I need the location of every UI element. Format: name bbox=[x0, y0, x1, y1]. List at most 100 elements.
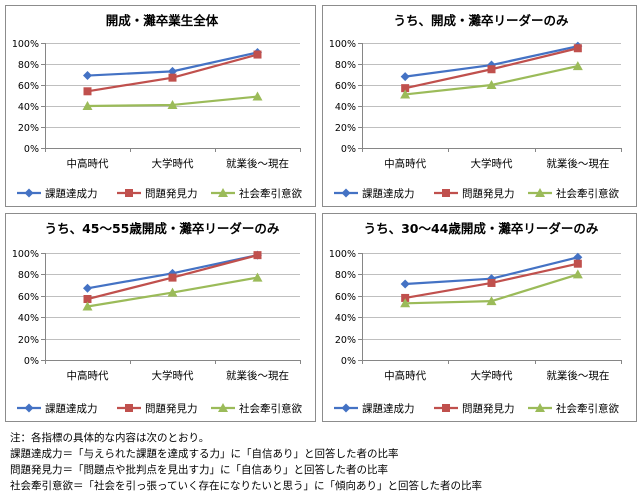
data-point bbox=[486, 80, 497, 89]
legend-marker bbox=[535, 188, 545, 197]
chart-title: うち、30～44歳開成・灘卒リーダーのみ bbox=[364, 221, 599, 236]
legend-label: 社会牽引意欲 bbox=[556, 187, 619, 200]
legend-marker bbox=[341, 403, 351, 413]
x-tick-label: 大学時代 bbox=[471, 369, 513, 382]
data-point bbox=[253, 50, 262, 59]
chart-panel: うち、30～44歳開成・灘卒リーダーのみ 0% 20% 40% 60% 80% 100% 中高… bbox=[322, 213, 637, 422]
chart-title: 開成・灘卒業生全体 bbox=[106, 13, 219, 28]
x-tick-label: 中高時代 bbox=[384, 369, 426, 382]
legend-label: 課題達成力 bbox=[362, 187, 415, 200]
legend-label: 課題達成力 bbox=[362, 402, 415, 415]
legend-label: 問題発見力 bbox=[462, 402, 515, 415]
data-point bbox=[400, 72, 410, 82]
y-tick-label: 20% bbox=[335, 335, 356, 346]
note-line: 注：各指標の具体的な内容は次のとおり。 bbox=[10, 432, 210, 444]
legend-marker bbox=[535, 403, 545, 412]
data-point bbox=[400, 298, 411, 308]
legend-label: 問題発見力 bbox=[145, 402, 198, 415]
chart-title: うち、開成・灘卒リーダーのみ bbox=[393, 13, 569, 28]
data-point bbox=[167, 287, 178, 297]
data-point bbox=[573, 259, 582, 268]
legend-marker bbox=[442, 189, 450, 197]
data-point bbox=[252, 91, 263, 101]
data-point bbox=[168, 273, 177, 282]
y-tick-label: 100% bbox=[329, 39, 356, 50]
y-tick-label: 0% bbox=[341, 144, 356, 155]
data-point bbox=[486, 296, 497, 306]
legend-label: 問題発見力 bbox=[145, 187, 198, 200]
note-line: 社会牽引意欲＝「社会を引っ張っていく存在になりたいと思う」に「傾向あり」と回答し… bbox=[10, 480, 482, 492]
y-tick-label: 40% bbox=[335, 313, 356, 324]
x-tick-label: 就業後～現在 bbox=[226, 369, 289, 382]
legend-marker bbox=[125, 404, 133, 412]
y-tick-label: 60% bbox=[335, 292, 356, 303]
y-tick-label: 60% bbox=[335, 81, 356, 92]
data-point bbox=[83, 71, 92, 81]
data-point bbox=[252, 272, 263, 282]
data-point bbox=[572, 61, 583, 71]
data-point bbox=[401, 84, 410, 93]
legend-marker bbox=[125, 189, 133, 197]
y-tick-label: 0% bbox=[24, 144, 39, 155]
x-tick-label: 大学時代 bbox=[152, 369, 194, 382]
data-point bbox=[572, 269, 583, 279]
y-tick-label: 20% bbox=[18, 335, 39, 346]
y-tick-label: 80% bbox=[18, 270, 39, 281]
y-tick-label: 80% bbox=[335, 60, 356, 71]
y-tick-label: 100% bbox=[12, 39, 39, 50]
data-point bbox=[167, 99, 178, 109]
y-tick-label: 80% bbox=[335, 270, 356, 281]
data-point bbox=[573, 252, 583, 262]
y-tick-label: 0% bbox=[24, 356, 39, 367]
legend-label: 社会牽引意欲 bbox=[556, 402, 619, 415]
y-tick-label: 60% bbox=[18, 81, 39, 92]
x-tick-label: 中高時代 bbox=[67, 157, 109, 170]
notes: 注：各指標の具体的な内容は次のとおり。 課題達成力＝「与えられた課題を達成する力… bbox=[10, 430, 635, 494]
legend-label: 課題達成力 bbox=[45, 402, 98, 415]
data-point bbox=[400, 279, 410, 289]
data-point bbox=[253, 251, 262, 260]
chart-panel: うち、開成・灘卒リーダーのみ 0% 20% 40% 60% 80% 100% 中高時代 大学時代… bbox=[322, 5, 637, 207]
y-tick-label: 40% bbox=[335, 102, 356, 113]
y-tick-label: 40% bbox=[18, 102, 39, 113]
legend-marker bbox=[218, 188, 228, 197]
x-tick-label: 就業後～現在 bbox=[546, 157, 609, 170]
x-tick-label: 大学時代 bbox=[471, 157, 513, 170]
legend-label: 問題発見力 bbox=[462, 187, 515, 200]
data-point bbox=[487, 278, 496, 287]
y-tick-label: 20% bbox=[335, 123, 356, 134]
chart-panel: うち、45～55歳開成・灘卒リーダーのみ 0% 20% 40% 60% 80% 100% 中高… bbox=[5, 213, 316, 422]
data-point bbox=[83, 87, 92, 96]
data-point bbox=[168, 66, 177, 76]
legend-marker bbox=[24, 188, 34, 198]
legend-label: 課題達成力 bbox=[45, 187, 98, 200]
x-tick-label: 中高時代 bbox=[67, 369, 109, 382]
data-point bbox=[400, 89, 411, 99]
y-tick-label: 80% bbox=[18, 60, 39, 71]
y-tick-label: 60% bbox=[18, 292, 39, 303]
data-point bbox=[168, 73, 177, 82]
data-point bbox=[401, 293, 410, 302]
chart-panel: 開成・灘卒業生全体 0% 20% 40% 60% 80% 100% 中高時代 大学時代 就業後～現… bbox=[5, 5, 316, 207]
x-tick-label: 大学時代 bbox=[152, 157, 194, 170]
data-point bbox=[82, 101, 93, 110]
note-line: 課題達成力＝「与えられた課題を達成する力」に「自信あり」と回答した者の比率 bbox=[10, 448, 399, 460]
note-line: 問題発見力＝「問題点や批判点を見出す力」に「自信あり」と回答した者の比率 bbox=[10, 464, 388, 476]
y-tick-label: 20% bbox=[18, 123, 39, 134]
legend-marker bbox=[24, 403, 34, 413]
x-tick-label: 就業後～現在 bbox=[546, 369, 609, 382]
data-point bbox=[83, 295, 92, 304]
data-point bbox=[82, 301, 93, 311]
legend-label: 社会牽引意欲 bbox=[239, 187, 302, 200]
x-tick-label: 中高時代 bbox=[384, 157, 426, 170]
x-tick-label: 就業後～現在 bbox=[226, 157, 289, 170]
y-tick-label: 40% bbox=[18, 313, 39, 324]
legend-marker bbox=[341, 188, 351, 198]
y-tick-label: 100% bbox=[329, 249, 356, 260]
data-point bbox=[487, 65, 496, 74]
data-point bbox=[83, 283, 92, 293]
legend-marker bbox=[442, 404, 450, 412]
y-tick-label: 100% bbox=[12, 249, 39, 260]
legend-marker bbox=[218, 403, 228, 412]
